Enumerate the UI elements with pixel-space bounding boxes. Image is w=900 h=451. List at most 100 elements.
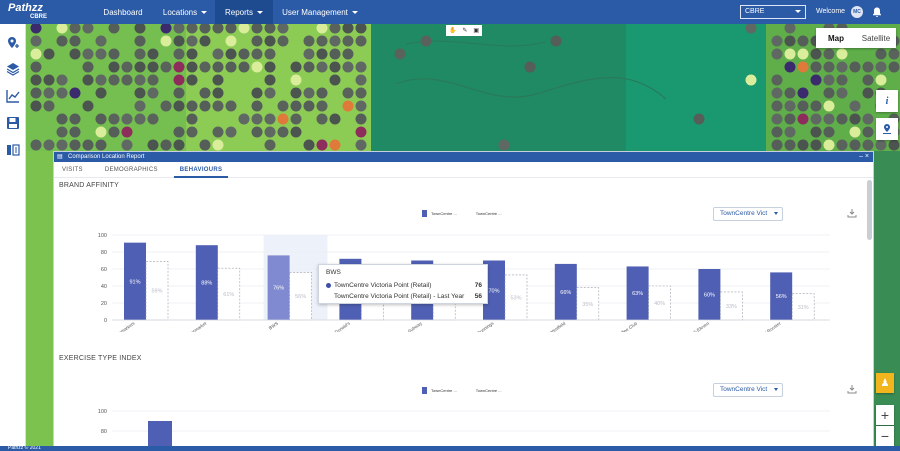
map-dot xyxy=(290,126,302,138)
map-dot xyxy=(173,48,185,60)
map-dot xyxy=(797,113,809,125)
close-icon[interactable]: × xyxy=(864,153,869,160)
minimize-icon[interactable]: – xyxy=(859,153,865,160)
nav-dashboard[interactable]: Dashboard xyxy=(103,7,143,17)
map-dot xyxy=(69,139,81,151)
map-dot xyxy=(147,74,159,86)
tab-behaviours[interactable]: BEHAVIOURS xyxy=(173,162,228,178)
map-dot xyxy=(264,35,276,47)
legend-label[interactable]: TownCentre ... xyxy=(475,388,502,393)
map-dot xyxy=(849,113,861,125)
x-category-label: Westfield xyxy=(548,320,566,332)
map-dot xyxy=(212,61,224,73)
map-dot xyxy=(355,87,367,99)
map-dot xyxy=(134,113,146,125)
map-dot xyxy=(290,61,302,73)
map-dot xyxy=(264,113,276,125)
map-dot xyxy=(199,100,211,112)
shape-icon[interactable]: ▣ xyxy=(473,28,480,34)
map-dot xyxy=(238,24,250,34)
map-dot xyxy=(225,35,237,47)
nav-user-management[interactable]: User Management xyxy=(279,0,361,24)
map-type-map[interactable]: Map xyxy=(828,33,844,43)
exercise-location-select-value: TownCentre Vict xyxy=(720,386,768,393)
draw-icon[interactable]: ✎ xyxy=(462,28,468,34)
exercise-location-select[interactable]: TownCentre Vict xyxy=(713,383,783,397)
y-tick-label: 20 xyxy=(101,301,107,307)
pegman-icon: ♟ xyxy=(880,377,890,389)
bar-current xyxy=(770,272,793,320)
map-type-satellite[interactable]: Satellite xyxy=(861,33,891,43)
map-dot xyxy=(316,87,328,99)
map-dot xyxy=(342,100,354,112)
app-logo[interactable]: Pathzz CBRE xyxy=(0,0,82,24)
map-dot xyxy=(836,139,848,151)
map-dot xyxy=(862,139,874,151)
panel-scrollbar[interactable] xyxy=(867,180,872,240)
map-dot xyxy=(43,139,55,151)
map-dot xyxy=(836,48,848,60)
map-dot xyxy=(771,48,783,60)
tab-visits[interactable]: VISITS xyxy=(62,166,83,173)
map-view[interactable] xyxy=(26,24,900,151)
map-dot xyxy=(771,113,783,125)
legend-swatch-lastyear xyxy=(466,387,472,394)
bar-data-label: 91% xyxy=(129,279,140,285)
exercise-legend: TownCentre ... TownCentre ... xyxy=(422,387,502,394)
map-dot xyxy=(264,61,276,73)
map-dot xyxy=(342,48,354,60)
legend-label[interactable]: TownCentre ... xyxy=(475,211,502,216)
map-dot xyxy=(784,100,796,112)
map-dot xyxy=(771,87,783,99)
download-icon[interactable] xyxy=(847,384,857,394)
map-dot xyxy=(745,24,757,34)
map-dot xyxy=(95,48,107,60)
legend-label[interactable]: TownCentre ... xyxy=(431,211,457,216)
logo-subtext: CBRE xyxy=(30,14,48,20)
avatar[interactable]: MC xyxy=(851,6,863,18)
map-dot xyxy=(823,48,835,60)
layers-icon[interactable] xyxy=(5,61,21,77)
chart-icon[interactable] xyxy=(5,88,21,104)
x-category-label: Bunnings xyxy=(476,320,495,332)
info-button[interactable]: i xyxy=(876,90,898,112)
street-view-button[interactable]: ♟ xyxy=(876,373,894,393)
nav-reports[interactable]: Reports xyxy=(215,0,273,24)
nav-locations[interactable]: Locations xyxy=(155,0,215,24)
save-icon[interactable] xyxy=(5,115,21,131)
bar-data-label: 56% xyxy=(776,294,787,300)
map-dot xyxy=(160,100,172,112)
hand-icon[interactable]: ✋ xyxy=(448,28,457,34)
legend-label[interactable]: TownCentre ... xyxy=(431,388,457,393)
panel-controls: – × xyxy=(859,152,869,162)
tooltip-row-lastyear: TownCentre Victoria Point (Retail) - Las… xyxy=(326,293,482,300)
nav-user-management-label: User Management xyxy=(282,7,348,17)
download-icon[interactable] xyxy=(847,208,857,218)
map-dot xyxy=(199,61,211,73)
map-dot xyxy=(836,74,848,86)
bar-current xyxy=(483,260,505,320)
map-dot xyxy=(303,87,315,99)
bar-data-label: 35% xyxy=(582,302,593,308)
map-dot xyxy=(784,87,796,99)
map-dot xyxy=(251,61,263,73)
zoom-out-button[interactable]: − xyxy=(876,426,894,446)
map-dot xyxy=(875,139,887,151)
bell-icon[interactable] xyxy=(871,6,883,18)
map-dot xyxy=(316,35,328,47)
map-dot xyxy=(30,87,42,99)
bar-current xyxy=(267,255,290,320)
left-sidebar xyxy=(0,24,26,451)
compare-icon[interactable] xyxy=(5,142,21,158)
location-button[interactable] xyxy=(876,118,898,140)
tab-demographics[interactable]: DEMOGRAPHICS xyxy=(104,166,158,173)
map-dot xyxy=(173,74,185,86)
brand-location-select[interactable]: TownCentre Vict xyxy=(713,207,783,221)
bar-data-label: 53% xyxy=(510,295,521,301)
company-select[interactable]: CBRE xyxy=(740,5,806,19)
add-location-icon[interactable] xyxy=(5,35,21,51)
map-dot xyxy=(784,139,796,151)
map-dot xyxy=(212,126,224,138)
map-dot xyxy=(186,35,198,47)
zoom-in-button[interactable]: + xyxy=(876,405,894,425)
